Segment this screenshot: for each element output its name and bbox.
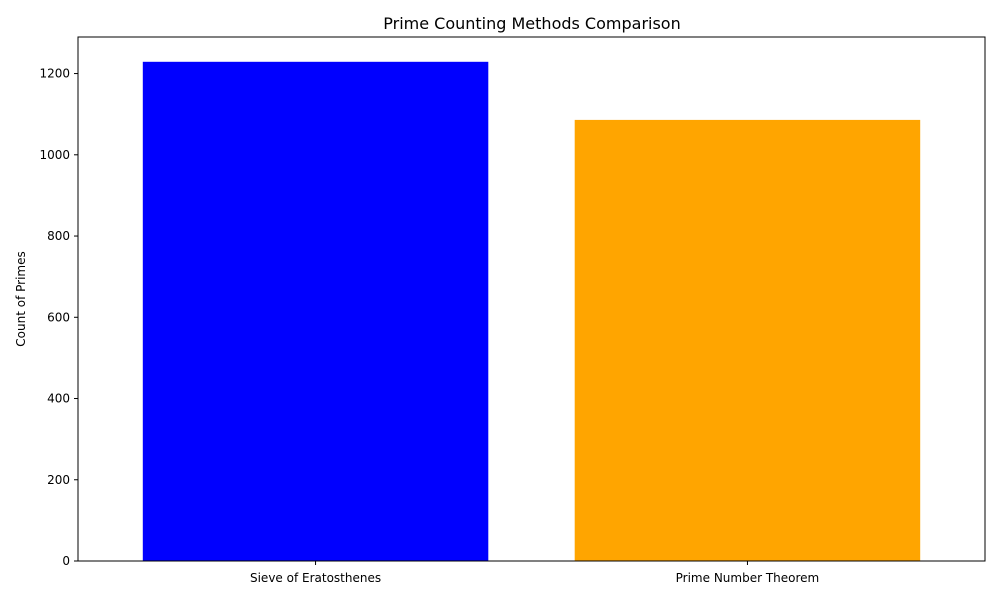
y-axis-label: Count of Primes (14, 251, 28, 346)
y-tick-label: 600 (47, 310, 70, 324)
y-tick-label: 0 (62, 554, 70, 568)
plot-frame (77, 36, 986, 562)
x-tick-label: Sieve of Eratosthenes (250, 571, 381, 585)
y-tick-label: 400 (47, 392, 70, 406)
y-tick-label: 800 (47, 229, 70, 243)
chart-title: Prime Counting Methods Comparison (383, 14, 680, 33)
bars-group (142, 61, 921, 562)
bar-prime-number-theorem (574, 119, 921, 562)
x-axis-ticks: Sieve of Eratosthenes Prime Number Theore… (250, 561, 819, 585)
y-axis-ticks: 0 200 400 600 800 1000 1200 (39, 67, 78, 568)
y-tick-label: 1200 (39, 67, 70, 81)
y-tick-label: 1000 (39, 148, 70, 162)
x-tick-label: Prime Number Theorem (676, 571, 820, 585)
y-tick-label: 200 (47, 473, 70, 487)
bar-sieve-of-eratosthenes (142, 61, 489, 562)
